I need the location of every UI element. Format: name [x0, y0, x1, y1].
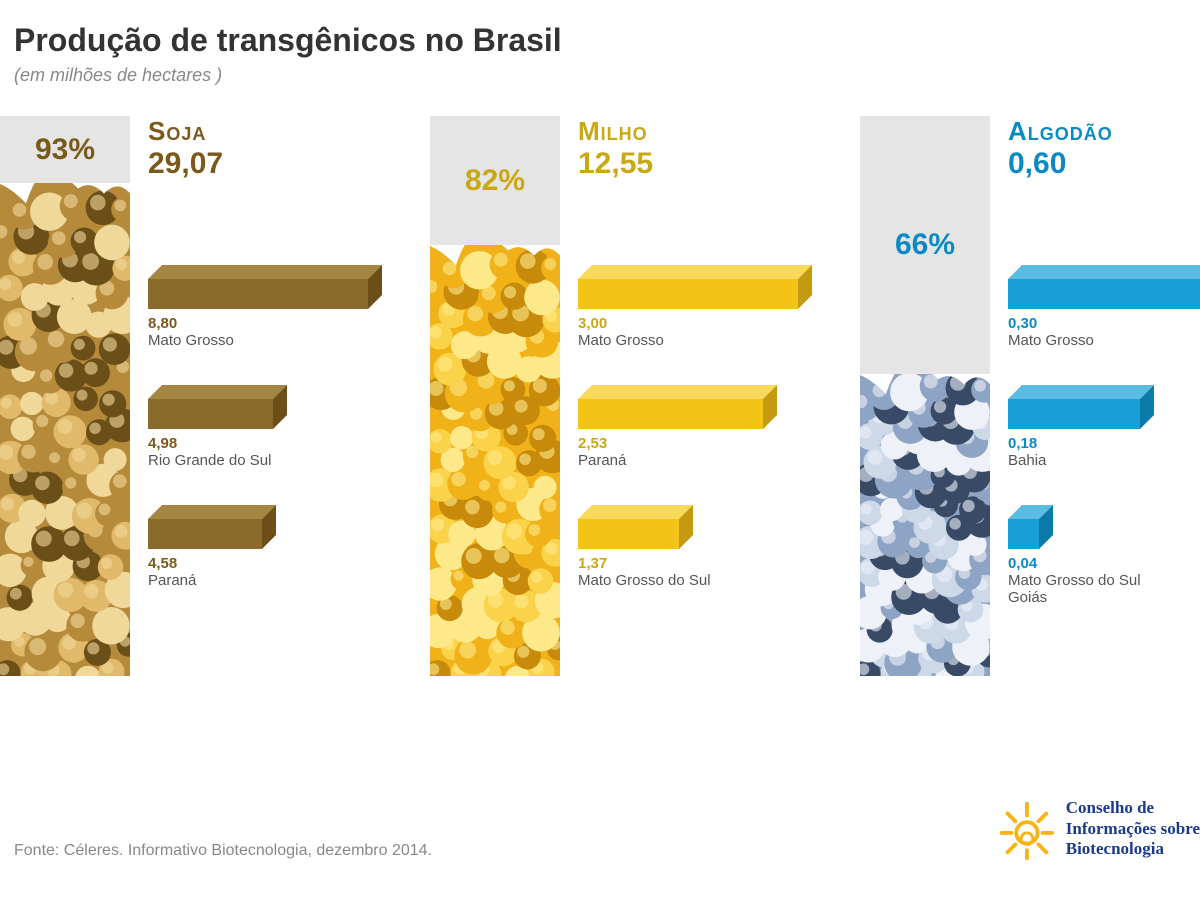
state-value: 3,00 [578, 315, 812, 332]
state-label: Mato Grosso [1008, 332, 1200, 349]
panel-milho: 82% Milho 12,55 3,00 Mato Grosso 2,53 P [430, 116, 790, 676]
info-column: Milho 12,55 3,00 Mato Grosso 2,53 Paraná… [560, 116, 812, 676]
bar-3d [1008, 385, 1154, 429]
state-value: 2,53 [578, 435, 812, 452]
state-label: Mato Grosso [578, 332, 812, 349]
bar-3d [148, 505, 276, 549]
bar-3d [578, 505, 693, 549]
crop-texture [430, 245, 560, 676]
percent-box: 93% [0, 116, 130, 183]
bar-3d [578, 265, 812, 309]
page-subtitle: (em milhões de hectares ) [0, 65, 1200, 116]
state-block: 2,53 Paraná [578, 385, 812, 469]
bar-3d [578, 385, 777, 429]
crop-texture [0, 183, 130, 676]
crop-total: 12,55 [578, 147, 812, 181]
state-block: 4,98 Rio Grande do Sul [148, 385, 382, 469]
percent-box: 82% [430, 116, 560, 245]
photo-column: 82% [430, 116, 560, 676]
state-value: 0,04 [1008, 555, 1200, 572]
state-block: 1,37 Mato Grosso do Sul [578, 505, 812, 589]
state-value: 4,58 [148, 555, 382, 572]
state-value: 0,18 [1008, 435, 1200, 452]
source-text: Fonte: Céleres. Informativo Biotecnologi… [14, 842, 432, 860]
state-block: 0,04 Mato Grosso do SulGoiás [1008, 505, 1200, 606]
state-value: 4,98 [148, 435, 382, 452]
panel-algodão: 66% Algodão 0,60 0,30 Mato Grosso 0,18 [860, 116, 1200, 676]
state-block: 4,58 Paraná [148, 505, 382, 589]
logo-block: Conselho de Informações sobre Biotecnolo… [994, 798, 1200, 860]
info-column: Algodão 0,60 0,30 Mato Grosso 0,18 Bahia… [990, 116, 1200, 676]
logo-line-2: Informações sobre [1066, 819, 1200, 839]
bar-3d [148, 265, 382, 309]
logo-line-1: Conselho de [1066, 798, 1200, 818]
state-label: Bahia [1008, 452, 1200, 469]
sun-icon [994, 798, 1056, 860]
panel-soja: 93% Soja 29,07 8,80 Mato Grosso 4,98 Ri [0, 116, 360, 676]
crop-total: 29,07 [148, 147, 382, 181]
state-value: 8,80 [148, 315, 382, 332]
crop-total: 0,60 [1008, 147, 1200, 181]
photo-column: 93% [0, 116, 130, 676]
info-column: Soja 29,07 8,80 Mato Grosso 4,98 Rio Gra… [130, 116, 382, 676]
page-title: Produção de transgênicos no Brasil [0, 0, 1200, 65]
logo-text: Conselho de Informações sobre Biotecnolo… [1066, 798, 1200, 859]
state-block: 0,30 Mato Grosso [1008, 265, 1200, 349]
crop-name: Soja [148, 116, 382, 147]
crop-name: Algodão [1008, 116, 1200, 147]
logo-line-3: Biotecnologia [1066, 839, 1200, 859]
bar-3d [1008, 265, 1200, 309]
state-label: Mato Grosso do Sul [578, 572, 812, 589]
state-value: 1,37 [578, 555, 812, 572]
bar-3d [148, 385, 287, 429]
state-value: 0,30 [1008, 315, 1200, 332]
state-block: 0,18 Bahia [1008, 385, 1200, 469]
state-label: Rio Grande do Sul [148, 452, 382, 469]
state-label: Paraná [148, 572, 382, 589]
panels-row: 93% Soja 29,07 8,80 Mato Grosso 4,98 Ri [0, 116, 1200, 676]
state-label: Paraná [578, 452, 812, 469]
crop-name: Milho [578, 116, 812, 147]
crop-texture [860, 374, 990, 676]
state-block: 3,00 Mato Grosso [578, 265, 812, 349]
state-label: Mato Grosso do Sul [1008, 572, 1200, 589]
percent-box: 66% [860, 116, 990, 374]
state-block: 8,80 Mato Grosso [148, 265, 382, 349]
bar-3d [1008, 505, 1053, 549]
state-label: Goiás [1008, 589, 1200, 606]
photo-column: 66% [860, 116, 990, 676]
state-label: Mato Grosso [148, 332, 382, 349]
